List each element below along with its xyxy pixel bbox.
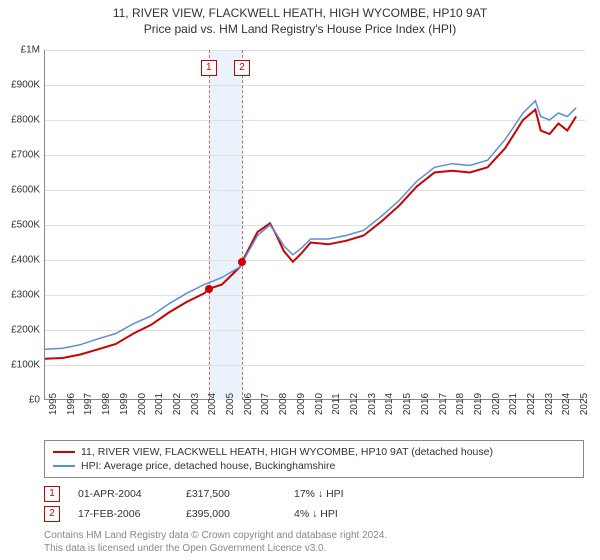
x-axis-label: 2014 bbox=[384, 393, 395, 415]
series-price_paid bbox=[45, 110, 576, 359]
footer-line-1: Contains HM Land Registry data © Crown c… bbox=[44, 530, 584, 543]
x-axis-label: 2012 bbox=[349, 393, 360, 415]
y-axis-label: £0 bbox=[0, 395, 40, 406]
transaction-date: 01-APR-2004 bbox=[78, 488, 168, 500]
legend-label: HPI: Average price, detached house, Buck… bbox=[81, 460, 335, 472]
transaction-price: £395,000 bbox=[186, 508, 276, 520]
x-axis-label: 2010 bbox=[314, 393, 325, 415]
y-axis-label: £400K bbox=[0, 255, 40, 266]
legend-row: HPI: Average price, detached house, Buck… bbox=[53, 459, 575, 473]
legend-swatch bbox=[53, 465, 75, 467]
x-axis-label: 2005 bbox=[225, 393, 236, 415]
y-axis-label: £700K bbox=[0, 150, 40, 161]
y-axis-label: £1M bbox=[0, 45, 40, 56]
legend: 11, RIVER VIEW, FLACKWELL HEATH, HIGH WY… bbox=[44, 440, 584, 478]
x-axis-label: 2000 bbox=[137, 393, 148, 415]
marker-vline bbox=[209, 50, 210, 400]
x-axis-label: 1999 bbox=[119, 393, 130, 415]
x-axis-label: 2022 bbox=[526, 393, 537, 415]
transaction-row: 1 01-APR-2004 £317,500 17% ↓ HPI bbox=[44, 484, 584, 504]
y-axis-label: £200K bbox=[0, 325, 40, 336]
x-axis-label: 2019 bbox=[473, 393, 484, 415]
x-axis-label: 2013 bbox=[367, 393, 378, 415]
chart-subtitle: Price paid vs. HM Land Registry's House … bbox=[0, 20, 600, 36]
marker-badge: 2 bbox=[234, 60, 250, 76]
x-axis-label: 2021 bbox=[508, 393, 519, 415]
plot-region: £0£100K£200K£300K£400K£500K£600K£700K£80… bbox=[44, 50, 584, 400]
transactions-list: 1 01-APR-2004 £317,500 17% ↓ HPI 2 17-FEB-200… bbox=[44, 484, 584, 524]
y-axis-label: £600K bbox=[0, 185, 40, 196]
x-axis-label: 2003 bbox=[190, 393, 201, 415]
footer-line-2: This data is licensed under the Open Gov… bbox=[44, 543, 584, 556]
transaction-diff: 4% ↓ HPI bbox=[294, 508, 384, 520]
footer-attribution: Contains HM Land Registry data © Crown c… bbox=[44, 530, 584, 555]
y-axis-label: £300K bbox=[0, 290, 40, 301]
x-axis-label: 2023 bbox=[544, 393, 555, 415]
chart-area: £0£100K£200K£300K£400K£500K£600K£700K£80… bbox=[44, 50, 584, 400]
transaction-date: 17-FEB-2006 bbox=[78, 508, 168, 520]
series-hpi bbox=[45, 101, 576, 349]
transaction-row: 2 17-FEB-2006 £395,000 4% ↓ HPI bbox=[44, 504, 584, 524]
y-axis-label: £500K bbox=[0, 220, 40, 231]
x-axis-label: 2008 bbox=[278, 393, 289, 415]
x-axis-label: 2007 bbox=[260, 393, 271, 415]
transaction-price: £317,500 bbox=[186, 488, 276, 500]
x-axis-label: 2016 bbox=[420, 393, 431, 415]
x-axis-label: 1998 bbox=[101, 393, 112, 415]
x-axis-label: 2001 bbox=[154, 393, 165, 415]
legend-swatch bbox=[53, 451, 75, 453]
transaction-point bbox=[205, 285, 213, 293]
line-series bbox=[45, 50, 585, 400]
x-axis-label: 2002 bbox=[172, 393, 183, 415]
marker-badge: 1 bbox=[201, 60, 217, 76]
x-axis-label: 1995 bbox=[48, 393, 59, 415]
x-axis-label: 2024 bbox=[561, 393, 572, 415]
x-axis-label: 2011 bbox=[331, 393, 342, 415]
legend-row: 11, RIVER VIEW, FLACKWELL HEATH, HIGH WY… bbox=[53, 445, 575, 459]
x-axis-label: 2009 bbox=[296, 393, 307, 415]
x-axis-label: 2018 bbox=[455, 393, 466, 415]
y-axis-label: £100K bbox=[0, 360, 40, 371]
transaction-diff: 17% ↓ HPI bbox=[294, 488, 384, 500]
y-axis-label: £900K bbox=[0, 80, 40, 91]
transaction-point bbox=[238, 258, 246, 266]
x-axis-label: 2020 bbox=[491, 393, 502, 415]
marker-vline bbox=[242, 50, 243, 400]
chart-title: 11, RIVER VIEW, FLACKWELL HEATH, HIGH WY… bbox=[0, 0, 600, 20]
x-axis-label: 2006 bbox=[243, 393, 254, 415]
transaction-badge: 2 bbox=[44, 506, 60, 522]
x-axis-label: 2017 bbox=[438, 393, 449, 415]
x-axis-label: 2025 bbox=[579, 393, 590, 415]
y-axis-label: £800K bbox=[0, 115, 40, 126]
legend-label: 11, RIVER VIEW, FLACKWELL HEATH, HIGH WY… bbox=[81, 446, 493, 458]
x-axis-label: 1997 bbox=[83, 393, 94, 415]
x-axis-label: 1996 bbox=[66, 393, 77, 415]
x-axis-label: 2004 bbox=[207, 393, 218, 415]
x-axis-label: 2015 bbox=[402, 393, 413, 415]
transaction-badge: 1 bbox=[44, 486, 60, 502]
